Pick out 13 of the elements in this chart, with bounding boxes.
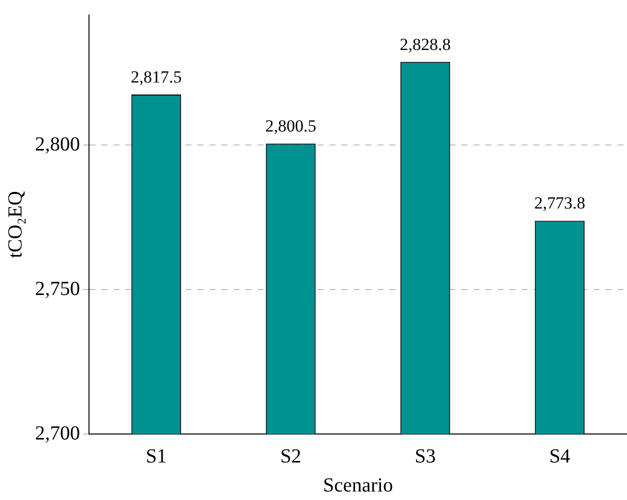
y-tick-label: 2,800 <box>35 133 80 156</box>
x-tick-label: S3 <box>414 445 436 468</box>
data-label: 2,828.8 <box>400 34 451 54</box>
x-tick-label: S2 <box>280 445 302 468</box>
data-label: 2,773.8 <box>534 194 586 213</box>
y-tick-label: 2,750 <box>35 278 80 300</box>
y-tick-label: 2,700 <box>35 422 80 444</box>
data-label: 2,800.5 <box>265 116 316 136</box>
x-axis-title: Scenario <box>323 474 393 496</box>
y-axis-title: tCO₂EQ <box>4 190 26 258</box>
x-tick-label: S4 <box>549 445 570 468</box>
x-tick-label: S1 <box>146 445 167 468</box>
data-label: 2,817.5 <box>130 67 182 86</box>
